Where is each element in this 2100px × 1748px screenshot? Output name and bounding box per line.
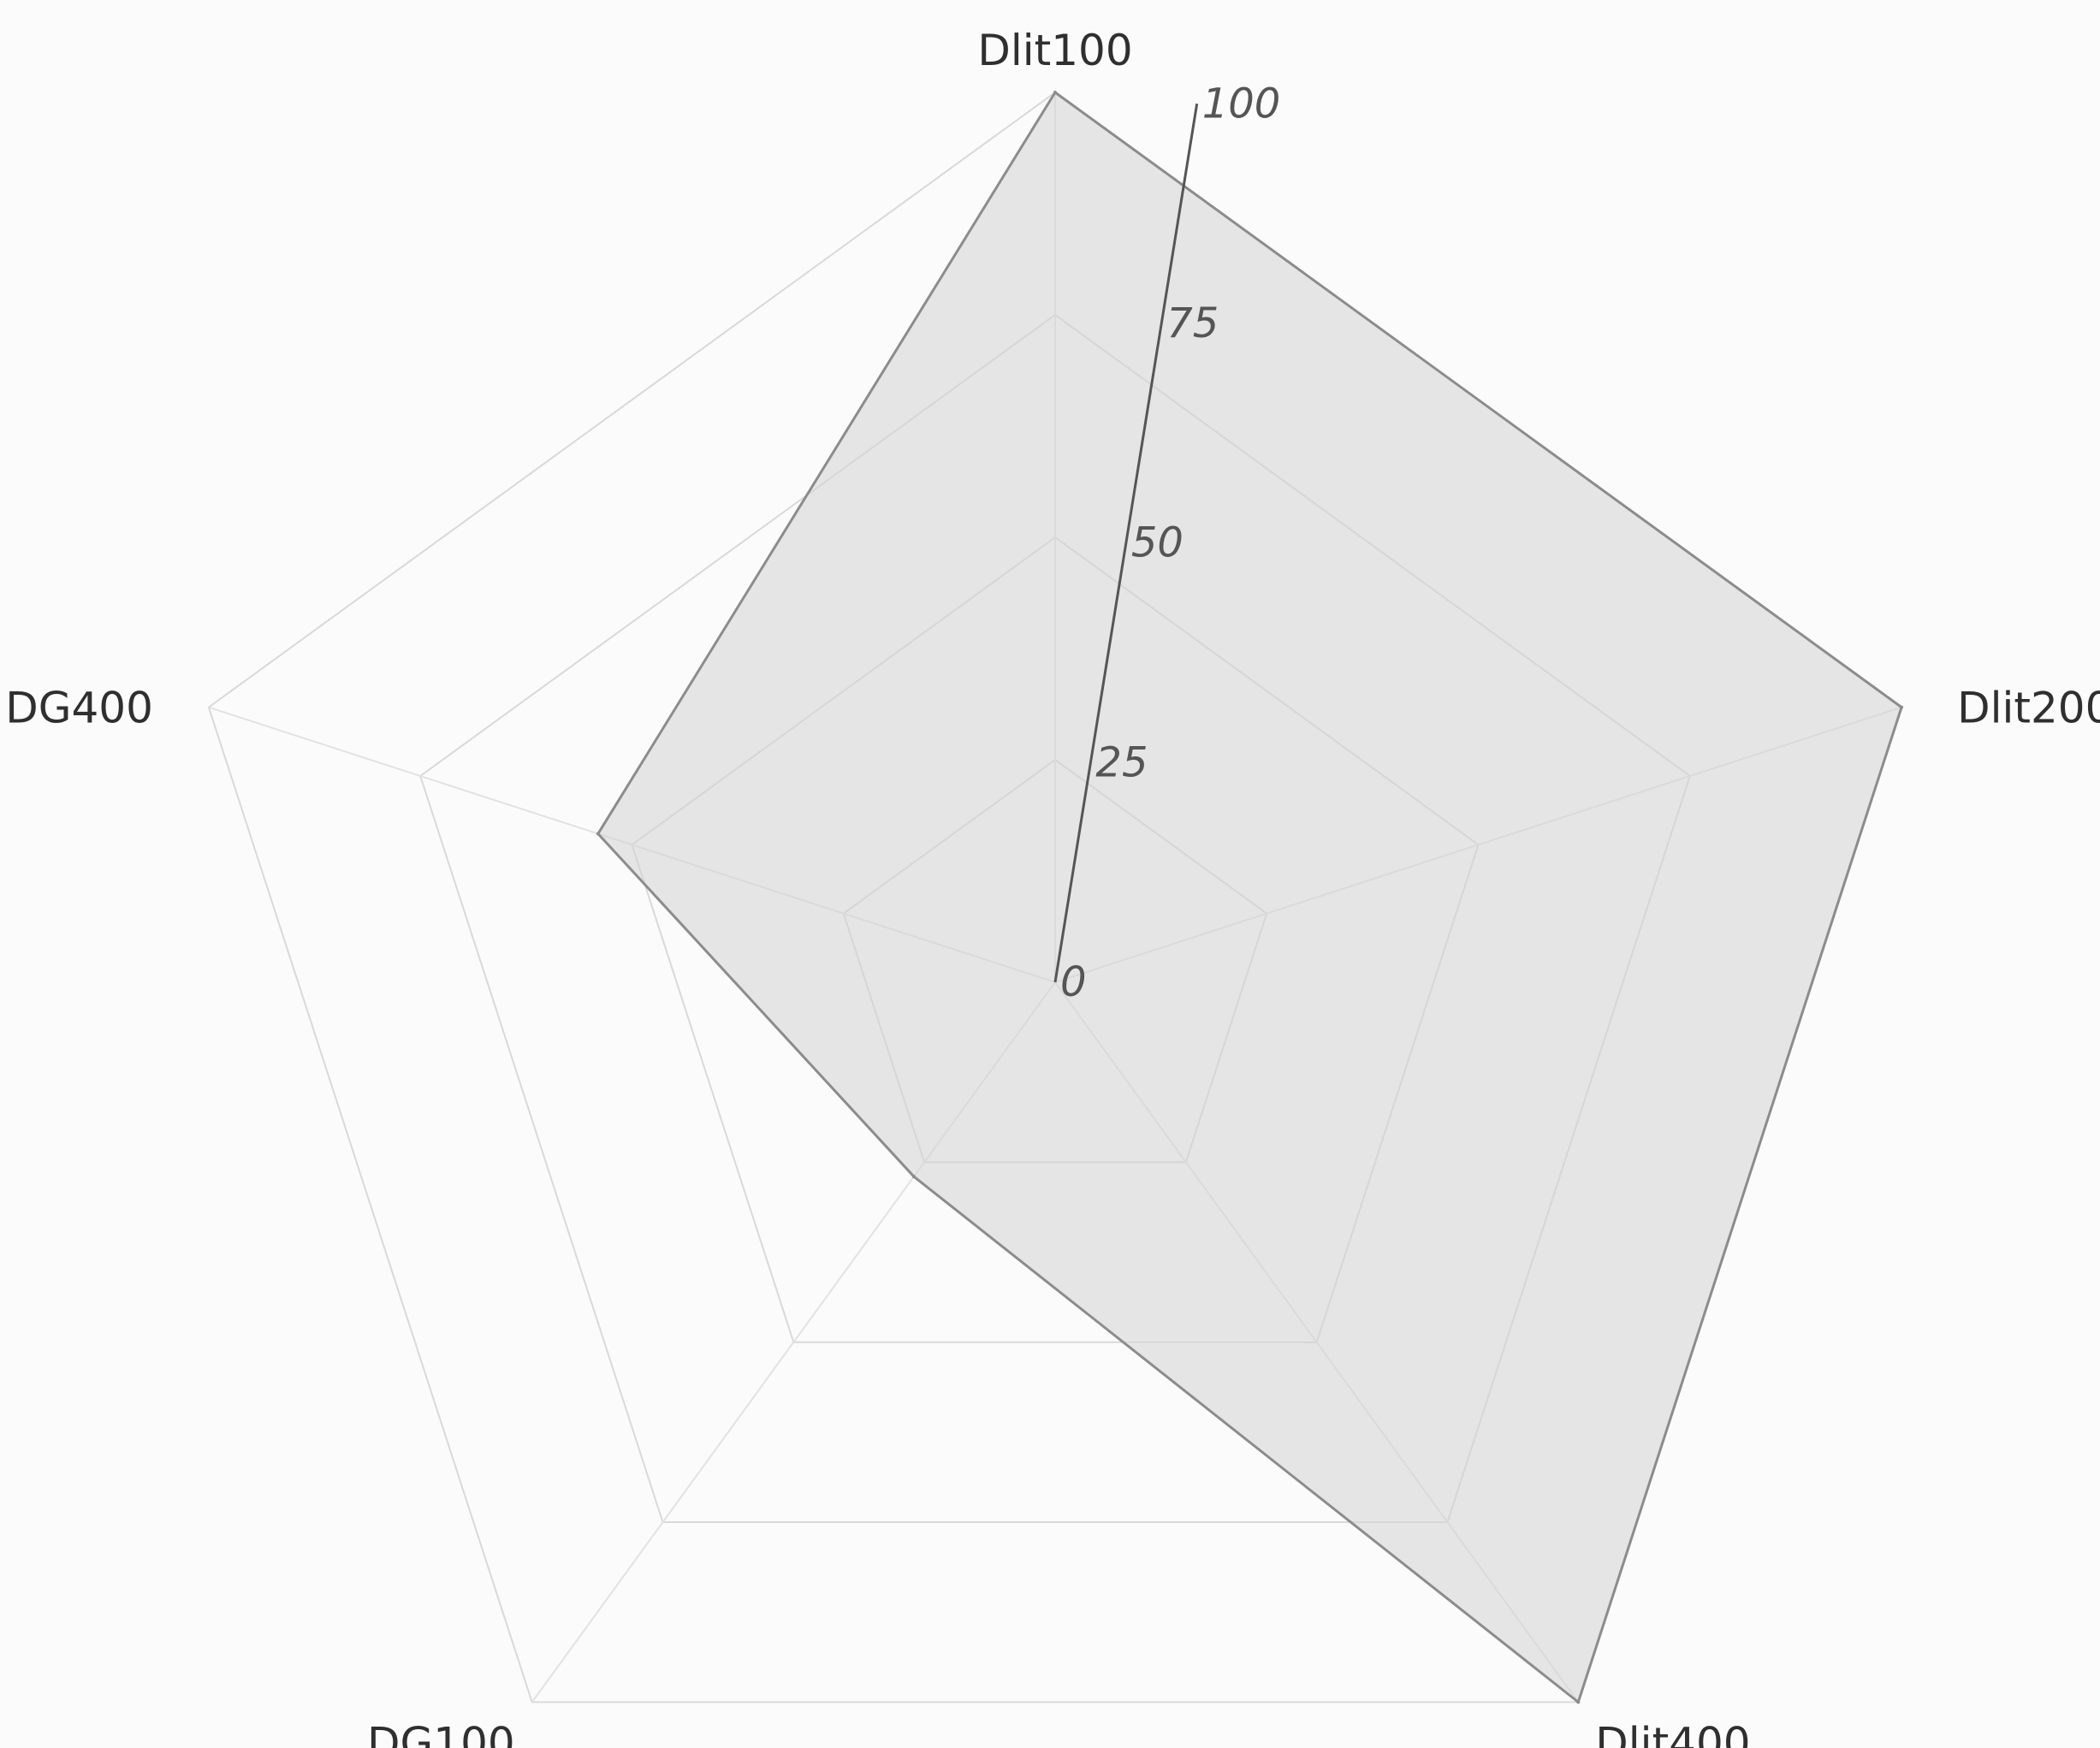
data-point-dlit400 — [1576, 1700, 1580, 1704]
radial-tick-label: 75 — [1166, 299, 1219, 347]
data-layer — [596, 91, 1903, 1704]
radial-tick-label: 0 — [1060, 958, 1087, 1006]
data-point-dlit100 — [1053, 91, 1057, 94]
data-point-dg400 — [596, 832, 600, 835]
radial-tick-label: 25 — [1095, 738, 1148, 786]
category-label-dg400: DG400 — [5, 684, 153, 733]
category-label-dlit200: Dlit200 — [1957, 684, 2100, 733]
category-label-dlit100: Dlit100 — [977, 26, 1132, 75]
radial-tick-label: 50 — [1131, 519, 1183, 567]
data-point-dg100 — [912, 1175, 916, 1178]
series-area-0 — [598, 92, 1901, 1702]
data-point-dlit200 — [1900, 706, 1903, 709]
radial-tick-label: 100 — [1202, 80, 1281, 127]
category-label-dlit400: Dlit400 — [1595, 1718, 1750, 1748]
category-label-dg100: DG100 — [367, 1718, 515, 1748]
